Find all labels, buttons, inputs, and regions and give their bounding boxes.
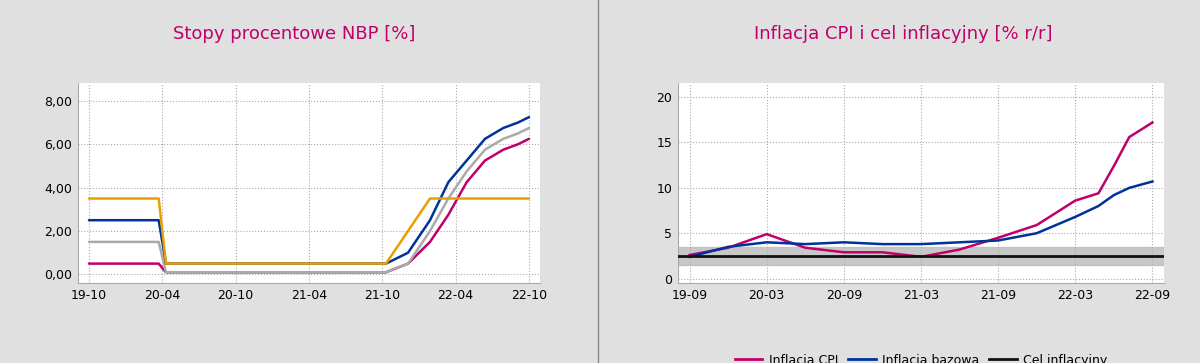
Text: Inflacja CPI i cel inflacyjny [% r/r]: Inflacja CPI i cel inflacyjny [% r/r]: [754, 25, 1052, 44]
Legend: Inflacja CPI, Inflacja bazowa, Cel inflacyjny: Inflacja CPI, Inflacja bazowa, Cel infla…: [734, 354, 1108, 363]
Bar: [678, 247, 1164, 265]
Text: Stopy procentowe NBP [%]: Stopy procentowe NBP [%]: [173, 25, 415, 44]
